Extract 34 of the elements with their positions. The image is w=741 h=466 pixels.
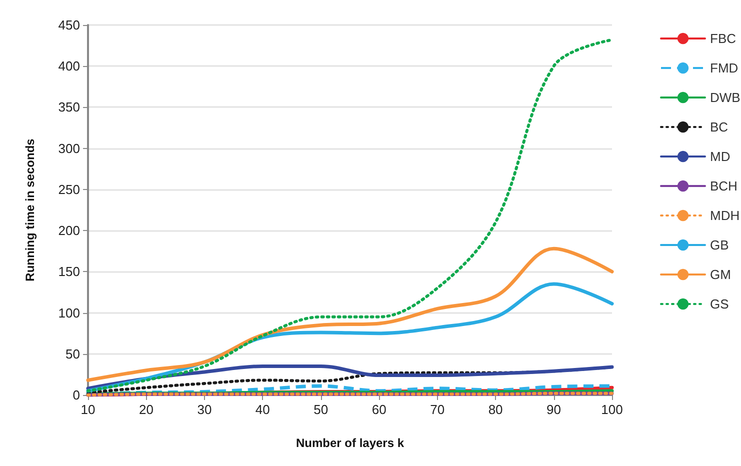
- x-tick-label: 70: [430, 402, 445, 417]
- x-axis-title: Number of layers k: [296, 436, 404, 450]
- y-axis-title: Running time in seconds: [23, 138, 37, 282]
- legend-label: DWB: [710, 90, 740, 105]
- y-tick-label: 250: [58, 182, 80, 197]
- legend-label: BC: [710, 120, 728, 134]
- x-tick-label: 60: [372, 402, 386, 417]
- legend-label: FBC: [710, 31, 736, 46]
- legend-label: BCH: [710, 178, 738, 194]
- y-tick-label: 300: [58, 140, 80, 156]
- y-tick-label: 450: [58, 18, 80, 32]
- legend-label: MD: [710, 149, 730, 164]
- x-tick-label: 80: [488, 402, 503, 417]
- legend-label: GS: [710, 296, 730, 312]
- legend-label: MDH: [710, 208, 740, 223]
- x-tick-label: 40: [255, 402, 270, 417]
- y-tick-label: 0: [72, 388, 80, 402]
- legend-label: GM: [710, 267, 731, 282]
- x-tick-label: 90: [546, 402, 562, 417]
- x-tick-label: 30: [197, 402, 212, 417]
- y-tick-label: 100: [58, 305, 80, 320]
- x-tick-label: 50: [314, 402, 328, 417]
- y-tick-label: 350: [58, 100, 80, 115]
- x-tick-label: 100: [601, 402, 623, 417]
- legend-label: GB: [710, 238, 729, 252]
- legend-label: FMD: [710, 60, 738, 76]
- line-series: [86, 246, 614, 382]
- y-tick-label: 50: [66, 346, 80, 362]
- x-tick-label: 10: [80, 402, 96, 417]
- y-tick-label: 400: [58, 58, 80, 74]
- line-series: [86, 38, 614, 392]
- x-tick-label: 20: [138, 402, 154, 417]
- y-tick-label: 200: [58, 223, 80, 238]
- y-tick-label: 150: [58, 264, 80, 280]
